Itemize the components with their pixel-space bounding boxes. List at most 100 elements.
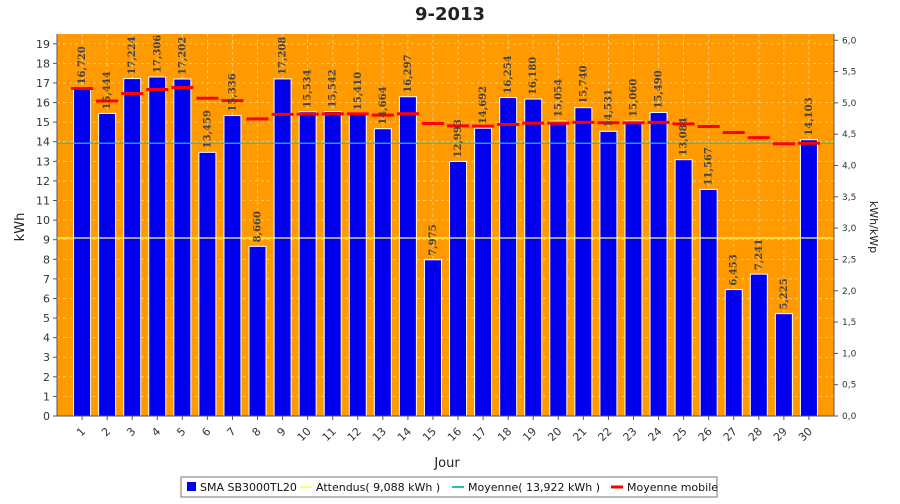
y-tick-label: 15 bbox=[36, 116, 50, 129]
y-tick-label: 17 bbox=[36, 77, 50, 90]
y-tick-label: 18 bbox=[36, 57, 50, 70]
data-label: 17,224 bbox=[127, 36, 138, 74]
data-label: 14,531 bbox=[603, 89, 614, 127]
chart-title: 9-2013 bbox=[415, 4, 485, 25]
x-tick-label: 2 bbox=[99, 425, 113, 439]
data-label: 17,306 bbox=[152, 35, 163, 73]
bar bbox=[599, 130, 618, 417]
bar bbox=[449, 160, 468, 417]
y-tick-label: 10 bbox=[36, 214, 50, 227]
x-tick-label: 14 bbox=[395, 425, 414, 444]
data-label: 14,664 bbox=[378, 86, 389, 124]
y2-axis: 0,0 0,5 1,0 1,5 2,0 2,5 3,0 3,5 4,0 4,5 5,0 5,5 6,0 bbox=[833, 34, 857, 422]
bar bbox=[348, 113, 367, 417]
data-label: 8,660 bbox=[253, 211, 264, 242]
bar bbox=[499, 97, 518, 417]
x-tick-label: 22 bbox=[595, 425, 614, 444]
bar bbox=[273, 78, 292, 417]
legend: SMA SB3000TL20 Attendus( 9,088 kWh ) Moyen… bbox=[180, 476, 718, 498]
bar bbox=[749, 273, 768, 417]
y-tick-label: 11 bbox=[36, 195, 50, 208]
bar bbox=[699, 188, 718, 417]
data-label: 15,054 bbox=[553, 79, 564, 117]
x-tick-label: 3 bbox=[124, 425, 138, 439]
data-label: 15,534 bbox=[303, 69, 314, 107]
y-tick-label: 6 bbox=[43, 292, 50, 305]
y2-tick-label: 5,5 bbox=[842, 68, 856, 78]
x-tick-label: 25 bbox=[671, 425, 690, 444]
x-tick-label: 30 bbox=[796, 425, 815, 444]
moving-average bbox=[71, 85, 820, 146]
bar bbox=[173, 78, 192, 417]
bar bbox=[398, 96, 417, 417]
y2-tick-label: 4,0 bbox=[842, 162, 857, 172]
y2-tick-label: 1,5 bbox=[842, 318, 856, 328]
legend-label: SMA SB3000TL20 bbox=[200, 481, 297, 494]
x-tick-label: 27 bbox=[721, 425, 740, 444]
data-label: 15,542 bbox=[328, 69, 339, 107]
x-axis-label: Jour bbox=[433, 456, 460, 471]
bar bbox=[298, 111, 317, 417]
y2-tick-label: 2,0 bbox=[842, 287, 857, 297]
data-label: 17,208 bbox=[278, 37, 289, 75]
legend-label: Moyenne( 13,922 kWh ) bbox=[468, 481, 600, 494]
y-tick-label: 19 bbox=[36, 38, 50, 51]
y2-tick-label: 0,5 bbox=[842, 381, 856, 391]
data-label: 13,459 bbox=[202, 110, 213, 148]
y2-tick-label: 4,5 bbox=[842, 130, 856, 140]
y2-tick-label: 3,5 bbox=[842, 193, 856, 203]
y-tick-label: 0 bbox=[43, 410, 50, 423]
bar bbox=[774, 313, 793, 417]
bar bbox=[73, 87, 92, 417]
bar bbox=[799, 139, 818, 417]
data-label: 11,567 bbox=[704, 147, 715, 185]
data-label: 14,692 bbox=[478, 86, 489, 124]
data-label: 7,241 bbox=[754, 239, 765, 270]
data-label: 14,103 bbox=[804, 97, 815, 135]
y-tick-label: 3 bbox=[43, 351, 50, 364]
data-label: 16,254 bbox=[503, 55, 514, 93]
y-tick-label: 7 bbox=[43, 273, 50, 286]
x-tick-label: 8 bbox=[249, 425, 263, 439]
data-label: 15,740 bbox=[578, 65, 589, 103]
bar bbox=[248, 245, 267, 417]
y-axis-label: kWh bbox=[13, 213, 28, 242]
legend-label: Attendus( 9,088 kWh ) bbox=[316, 481, 440, 494]
x-tick-label: 13 bbox=[370, 425, 389, 444]
y-tick-label: 9 bbox=[43, 234, 50, 247]
bar bbox=[223, 115, 242, 417]
x-tick-label: 6 bbox=[199, 425, 213, 439]
bar bbox=[98, 112, 117, 417]
x-tick-label: 5 bbox=[174, 425, 188, 439]
x-tick-label: 21 bbox=[570, 425, 589, 444]
data-label: 15,444 bbox=[102, 71, 113, 109]
data-label: 12,993 bbox=[453, 119, 464, 157]
data-label: 7,975 bbox=[428, 224, 439, 255]
data-labels: 16,720 15,444 17,224 17,306 17,202 13,459 15,3… bbox=[77, 35, 815, 310]
bar bbox=[649, 112, 668, 417]
x-tick-label: 7 bbox=[224, 425, 238, 439]
bar bbox=[148, 76, 167, 417]
x-tick-label: 26 bbox=[696, 425, 715, 444]
data-label: 6,453 bbox=[729, 254, 740, 285]
y-tick-label: 16 bbox=[36, 97, 50, 110]
y-tick-label: 5 bbox=[43, 312, 50, 325]
bar bbox=[549, 120, 568, 417]
data-label: 5,225 bbox=[779, 278, 790, 309]
reference-lines bbox=[57, 142, 834, 239]
legend-box bbox=[180, 476, 718, 498]
bar bbox=[323, 111, 342, 417]
x-tick-label: 12 bbox=[345, 425, 364, 444]
data-label: 15,060 bbox=[628, 79, 639, 117]
x-tick-label: 15 bbox=[420, 425, 439, 444]
bar bbox=[123, 78, 142, 417]
y-tick-label: 2 bbox=[43, 371, 50, 384]
data-label: 16,297 bbox=[403, 54, 414, 92]
x-tick-label: 24 bbox=[646, 425, 665, 444]
y-tick-label: 1 bbox=[43, 390, 50, 403]
x-tick-label: 19 bbox=[520, 425, 539, 444]
bar bbox=[524, 98, 543, 417]
